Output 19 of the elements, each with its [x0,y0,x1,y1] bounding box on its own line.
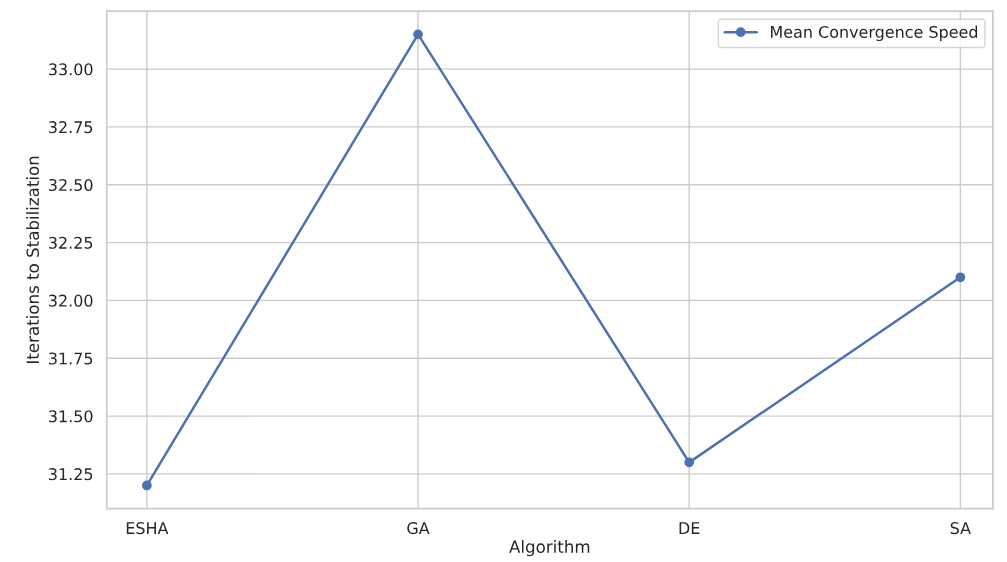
point [955,272,966,283]
y-axis-title: Iterations to Stabilization [26,156,40,363]
y-tick-label: 31.75 [49,352,93,365]
y-tick-label: 32.50 [49,178,93,192]
point [684,457,695,468]
y-tick-label: 32.25 [49,236,93,249]
y-tick-label: 32.00 [49,294,93,307]
point [413,29,423,40]
y-tick-label: 31.50 [49,410,93,423]
x-tick-label: SA [950,522,971,535]
x-tick-label: DE [679,522,700,534]
y-tick-label: 31.25 [49,468,93,481]
y-tick-label: 33.00 [49,63,93,76]
x-axis-title: Algorithm [509,540,590,557]
x-tick-label: ESHA [126,522,169,535]
y-tick-label: 32.75 [49,121,93,134]
legend-label: Mean Convergence Speed [771,25,978,42]
point [142,480,152,491]
x-tick-label: GA [407,522,430,535]
